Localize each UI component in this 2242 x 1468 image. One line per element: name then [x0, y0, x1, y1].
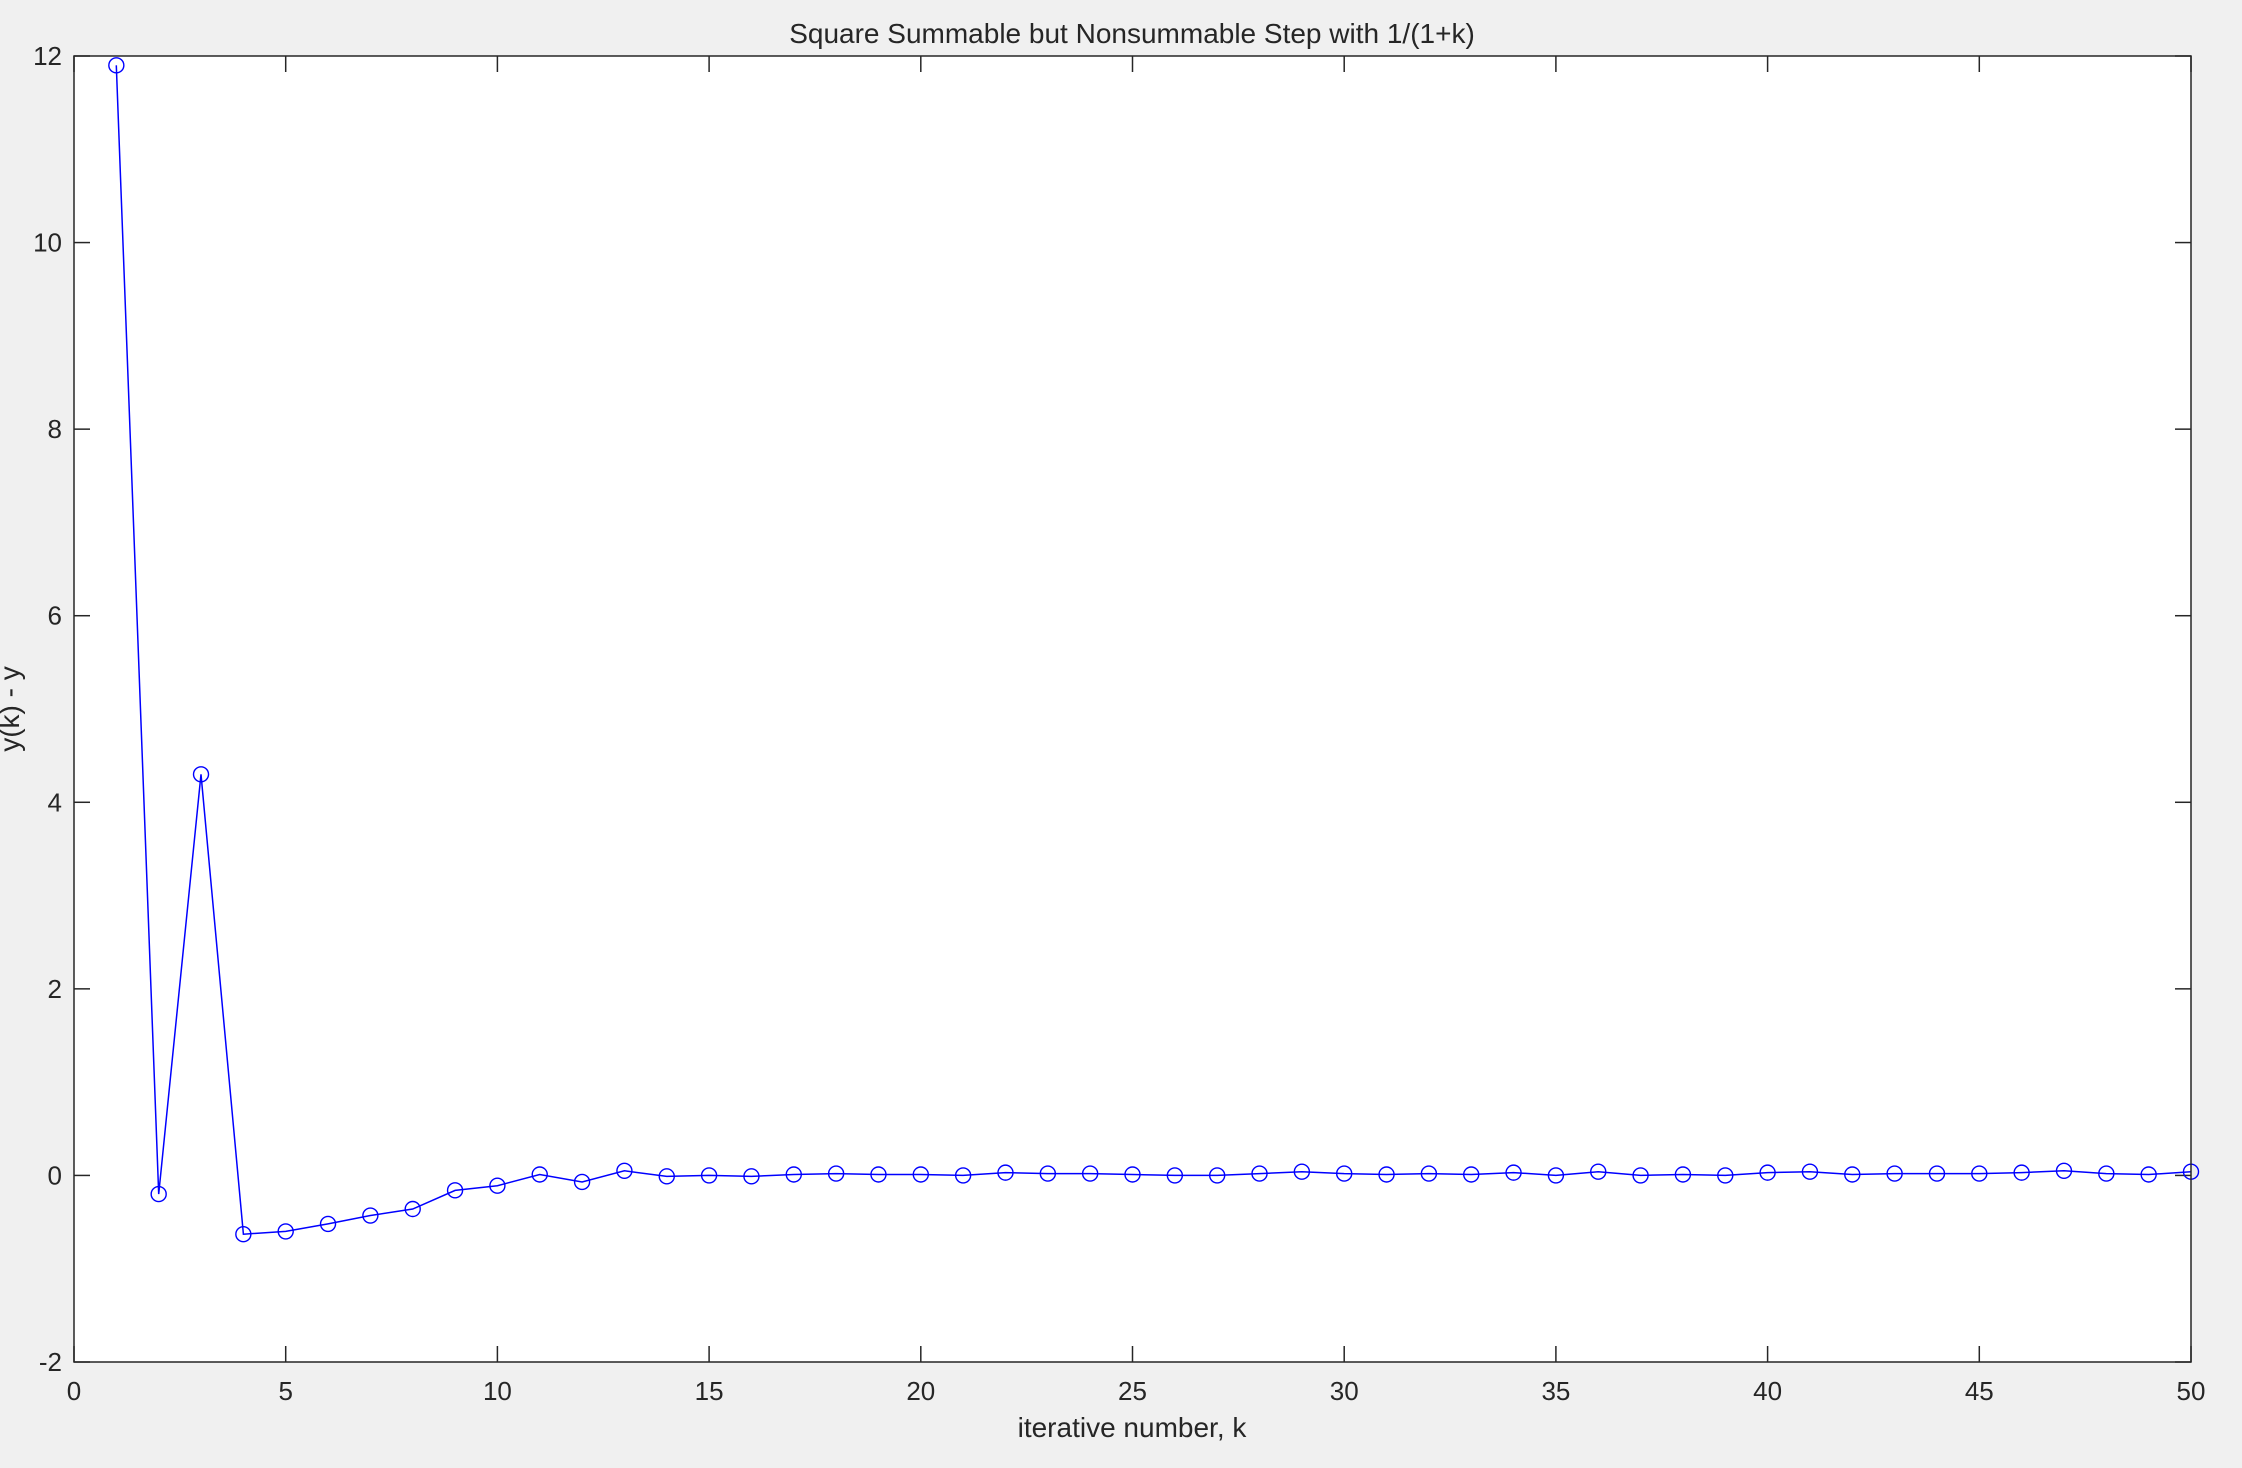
data-point-k15: [700, 1167, 718, 1184]
axes-box: [73, 55, 2192, 1363]
data-point-k25: [1124, 1166, 1141, 1183]
y-tick-label: 0: [48, 1160, 62, 1190]
data-point-k33: [1463, 1166, 1480, 1183]
data-point-k47: [2055, 1162, 2073, 1179]
y-tick-label: -2: [39, 1347, 62, 1377]
data-point-k44: [1928, 1165, 1946, 1182]
data-point-k4: [235, 1225, 252, 1243]
data-point-k14: [658, 1168, 675, 1185]
y-tick-label: 2: [48, 974, 62, 1004]
x-tick-label: 5: [278, 1376, 292, 1406]
data-point-k13: [616, 1162, 633, 1179]
data-point-k5: [277, 1223, 294, 1240]
y-axis-label: y(k) - y: [0, 666, 25, 752]
data-point-k40: [1759, 1164, 1776, 1181]
data-point-k28: [1251, 1165, 1268, 1182]
data-point-k20: [912, 1166, 929, 1183]
data-point-k21: [954, 1167, 972, 1184]
data-point-k7: [362, 1207, 379, 1224]
y-tick-label: 8: [48, 414, 62, 444]
x-tick-label: 0: [67, 1376, 81, 1406]
data-point-k24: [1081, 1165, 1099, 1182]
data-point-k32: [1420, 1165, 1438, 1182]
y-tick-label: 4: [48, 787, 62, 817]
data-point-k9: [446, 1182, 464, 1199]
x-axis-label: iterative number, k: [1018, 1412, 1248, 1443]
data-point-k48: [2098, 1165, 2115, 1182]
y-tick-label: 12: [33, 41, 62, 71]
x-tick-label: 10: [483, 1376, 512, 1406]
data-point-k27: [1208, 1167, 1226, 1184]
data-point-k49: [2140, 1166, 2157, 1183]
data-point-k10: [489, 1177, 506, 1194]
data-point-k23: [1039, 1165, 1057, 1182]
data-series: [108, 57, 2200, 1243]
data-point-k31: [1378, 1166, 1395, 1183]
chart-title: Square Summable but Nonsummable Step wit…: [789, 18, 1475, 49]
data-point-k39: [1717, 1167, 1734, 1184]
axes-background: [74, 56, 2191, 1362]
data-point-k46: [2013, 1164, 2030, 1181]
data-point-k1: [108, 57, 125, 74]
x-tick-label: 40: [1753, 1376, 1782, 1406]
data-point-k11: [531, 1166, 548, 1183]
y-tick-label: 6: [48, 601, 62, 631]
data-point-k22: [997, 1164, 1014, 1181]
data-point-k8: [404, 1200, 421, 1218]
data-point-k37: [1632, 1167, 1649, 1184]
data-point-k16: [743, 1168, 760, 1185]
data-point-k41: [1801, 1163, 1819, 1180]
x-tick-label: 20: [906, 1376, 935, 1406]
data-point-k36: [1590, 1163, 1607, 1180]
data-point-k42: [1844, 1166, 1861, 1183]
x-tick-label: 45: [1965, 1376, 1994, 1406]
x-tick-label: 25: [1118, 1376, 1147, 1406]
data-point-k12: [573, 1173, 591, 1191]
x-tick-label: 50: [2177, 1376, 2206, 1406]
data-point-k34: [1505, 1164, 1522, 1181]
data-point-k19: [870, 1166, 887, 1183]
x-tick-label: 30: [1330, 1376, 1359, 1406]
x-tick-label: 15: [695, 1376, 724, 1406]
data-point-k38: [1674, 1166, 1692, 1183]
data-point-k6: [319, 1215, 337, 1233]
data-point-k17: [785, 1166, 802, 1183]
data-point-k26: [1166, 1167, 1184, 1184]
data-point-k18: [827, 1165, 845, 1182]
data-point-k45: [1971, 1165, 1988, 1182]
y-tick-label: 10: [33, 228, 62, 258]
data-point-k29: [1293, 1163, 1311, 1180]
data-point-k2: [150, 1185, 167, 1203]
data-point-k35: [1547, 1167, 1565, 1184]
data-point-k43: [1886, 1165, 1903, 1182]
data-point-k3: [192, 766, 210, 783]
x-tick-label: 35: [1541, 1376, 1570, 1406]
data-point-k30: [1335, 1165, 1353, 1182]
